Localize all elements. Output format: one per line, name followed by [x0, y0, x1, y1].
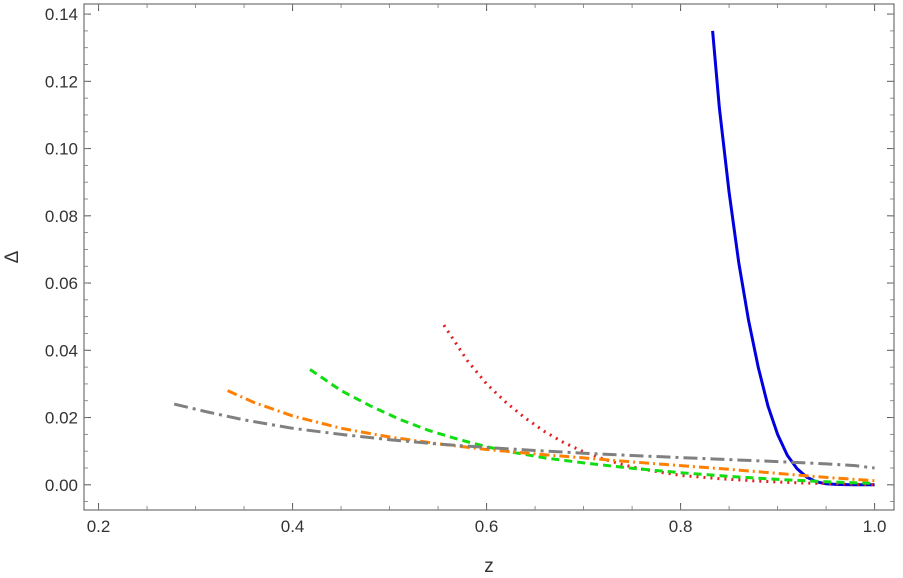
y-tick-label: 0.02 — [45, 409, 78, 428]
x-tick-label: 0.4 — [281, 517, 305, 536]
y-tick-label: 0.08 — [45, 207, 78, 226]
x-tick-label: 0.8 — [669, 517, 693, 536]
x-axis-label: z — [484, 556, 494, 577]
y-tick-label: 0.04 — [45, 341, 78, 360]
x-tick-label: 0.6 — [475, 517, 499, 536]
y-tick-label: 0.12 — [45, 72, 78, 91]
series-line-4 — [226, 389, 875, 483]
series-line-3 — [309, 368, 875, 485]
series-line-1 — [711, 30, 875, 487]
x-tick-label: 0.2 — [87, 517, 111, 536]
y-tick-label: 0.06 — [45, 274, 78, 293]
y-axis-label: Δ — [2, 250, 23, 263]
y-tick-label: 0.14 — [45, 5, 78, 24]
y-tick-label: 0.00 — [45, 476, 78, 495]
axis-ticks — [84, 4, 894, 510]
tick-labels: 0.2 0.4 0.6 0.8 1.0 0.00 0.02 0.04 0.06 0.08 0.10 0… — [45, 5, 887, 536]
y-tick-label: 0.10 — [45, 140, 78, 159]
series-line-2 — [442, 324, 875, 487]
plot-frame — [83, 3, 895, 511]
series-line-5 — [173, 402, 875, 470]
x-tick-label: 1.0 — [863, 517, 887, 536]
plot-border — [83, 3, 895, 511]
series-layer — [173, 30, 875, 487]
